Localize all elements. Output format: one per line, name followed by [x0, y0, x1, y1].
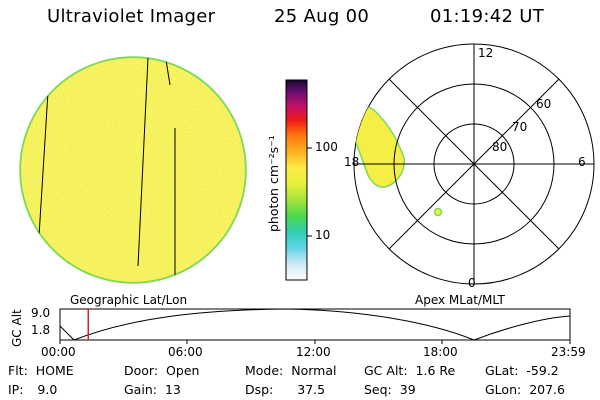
status-glon: GLon: 207.6	[485, 382, 565, 397]
status-seq-label: Seq:	[364, 382, 392, 397]
status-ip-label: IP:	[8, 382, 24, 397]
status-door: Door: Open	[124, 363, 199, 378]
polar-plot	[353, 43, 595, 285]
altitude-xtick-1800: 18:00	[423, 345, 458, 359]
altitude-plot	[59, 308, 571, 344]
status-glon-label: GLon:	[485, 382, 522, 397]
mlat-label-70: 70	[512, 120, 528, 134]
status-door-value: Open	[166, 363, 200, 378]
altitude-curve	[59, 308, 571, 341]
status-mode-value: Normal	[291, 363, 337, 378]
instrument-title: Ultraviolet Imager	[47, 6, 216, 27]
colorbar-unit-label: photon cm⁻²s⁻¹	[266, 135, 281, 232]
mlt-label-0: 0	[468, 276, 476, 290]
status-gain: Gain: 13	[124, 382, 181, 397]
mlat-label-80: 80	[492, 140, 508, 154]
altitude-xtick-1200: 12:00	[296, 345, 331, 359]
mlat-label-60: 60	[536, 97, 552, 111]
altitude-xtick-0000: 00:00	[41, 345, 76, 359]
status-dsp-label: Dsp:	[245, 382, 274, 397]
status-gc-alt-value: 1.6 Re	[415, 363, 456, 378]
altitude-ylabel: GC Alt	[10, 309, 24, 347]
status-gc-alt-label: GC Alt:	[364, 363, 408, 378]
mlt-label-18: 18	[344, 155, 360, 169]
status-dsp: Dsp: 37.5	[245, 382, 325, 397]
image-caption: Geographic Lat/Lon	[70, 293, 188, 307]
status-flt-value: HOME	[35, 363, 74, 378]
colorbar	[285, 79, 312, 281]
status-glat: GLat: -59.2	[485, 363, 559, 378]
mlt-label-6: 6	[578, 155, 586, 169]
status-door-label: Door:	[124, 363, 159, 378]
altitude-xtick-2359: 23:59	[551, 345, 586, 359]
status-flt-label: Flt:	[8, 363, 28, 378]
status-glat-label: GLat:	[485, 363, 519, 378]
polar-caption: Apex MLat/MLT	[415, 293, 505, 307]
altitude-ytick-1-8: 1.8	[31, 323, 51, 337]
status-seq: Seq: 39	[364, 382, 416, 397]
status-mode-label: Mode:	[245, 363, 284, 378]
status-ip: IP: 9.0	[8, 382, 57, 397]
status-glon-value: 207.6	[529, 382, 565, 397]
status-ip-value: 9.0	[37, 382, 58, 397]
mlt-label-12: 12	[478, 46, 494, 60]
status-mode: Mode: Normal	[245, 363, 337, 378]
earth-image	[19, 56, 247, 284]
status-gain-label: Gain:	[124, 382, 157, 397]
header-date: 25 Aug 00	[274, 6, 370, 27]
auroral-emission	[354, 106, 443, 217]
status-glat-value: -59.2	[526, 363, 559, 378]
status-seq-value: 39	[399, 382, 416, 397]
status-gc-alt: GC Alt: 1.6 Re	[364, 363, 455, 378]
header-time: 01:19:42 UT	[430, 6, 545, 27]
colorbar-tick-label-10: 10	[315, 228, 331, 242]
altitude-ytick-9: 9.0	[31, 306, 51, 320]
status-flt: Flt: HOME	[8, 363, 74, 378]
altitude-xtick-0600: 06:00	[168, 345, 203, 359]
status-gain-value: 13	[164, 382, 181, 397]
colorbar-tick-label-100: 100	[315, 140, 338, 154]
status-dsp-value: 37.5	[297, 382, 326, 397]
